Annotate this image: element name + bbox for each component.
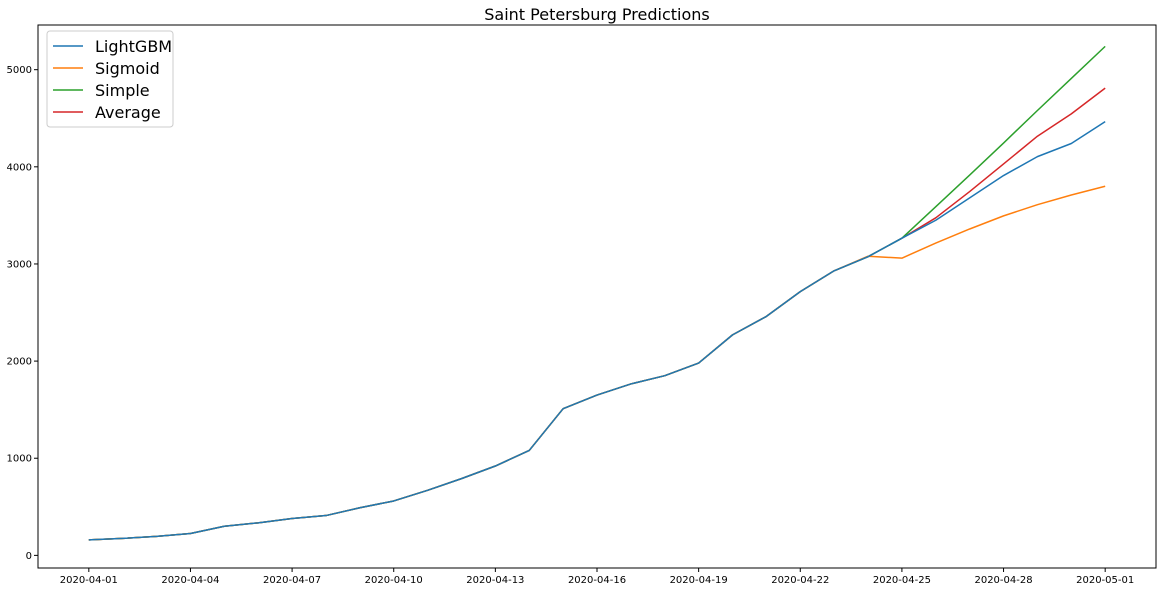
legend-box <box>46 30 174 128</box>
legend-label-simple: Simple <box>95 81 150 100</box>
x-tick-label: 2020-04-19 <box>670 575 728 586</box>
x-tick-label: 2020-04-22 <box>771 575 829 586</box>
series-line-lightgbm <box>88 121 1106 541</box>
x-tick-label: 2020-04-10 <box>365 575 423 586</box>
y-tick-label: 4000 <box>7 162 32 173</box>
y-tick-label: 2000 <box>7 357 32 368</box>
x-tick-label: 2020-04-07 <box>263 575 321 586</box>
chart-title: Saint Petersburg Predictions <box>484 5 710 24</box>
legend-label-average: Average <box>95 103 161 122</box>
plot-area <box>37 24 1157 569</box>
x-tick-label: 2020-04-13 <box>466 575 524 586</box>
y-tick-label: 3000 <box>7 259 32 270</box>
x-tick-label: 2020-04-01 <box>60 575 118 586</box>
x-tick-label: 2020-04-25 <box>873 575 931 586</box>
y-tick-label: 1000 <box>7 454 32 465</box>
legend: LightGBM Sigmoid Simple Average <box>46 30 174 128</box>
legend-label-lightgbm: LightGBM <box>95 37 172 56</box>
x-tick-label: 2020-04-04 <box>161 575 219 586</box>
x-tick-label: 2020-05-01 <box>1076 575 1134 586</box>
legend-label-sigmoid: Sigmoid <box>95 59 160 78</box>
x-axis: 2020-04-01 2020-04-04 2020-04-07 2020-04-10… <box>60 568 1134 586</box>
x-tick-label: 2020-04-28 <box>974 575 1032 586</box>
y-tick-label: 5000 <box>7 65 32 76</box>
series-lines <box>88 45 1106 541</box>
y-axis: 0 1000 2000 3000 4000 5000 <box>7 65 38 562</box>
y-tick-label: 0 <box>26 551 32 562</box>
x-tick-label: 2020-04-16 <box>568 575 626 586</box>
